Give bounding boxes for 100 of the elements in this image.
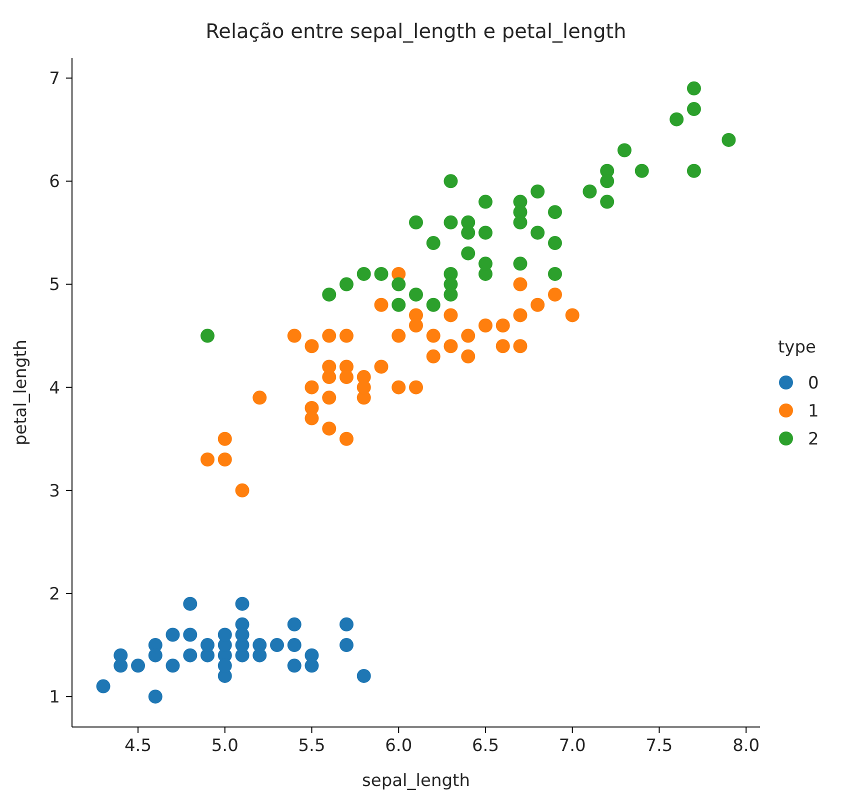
- point: [565, 308, 580, 322]
- point: [530, 226, 545, 240]
- point: [235, 483, 250, 498]
- x-tick-label: 6.5: [472, 736, 500, 756]
- point: [426, 298, 440, 312]
- point: [548, 236, 562, 250]
- point: [356, 266, 371, 281]
- point: [444, 277, 458, 292]
- point: [252, 390, 267, 405]
- y-tick-label: 3: [49, 481, 60, 502]
- point: [444, 339, 458, 354]
- point: [114, 658, 128, 673]
- point: [235, 596, 250, 611]
- point: [340, 617, 354, 632]
- point: [322, 288, 336, 302]
- point: [200, 328, 215, 343]
- point: [340, 638, 354, 652]
- point: [340, 370, 354, 384]
- point: [461, 246, 476, 260]
- point: [356, 380, 371, 394]
- point: [513, 339, 528, 354]
- point: [304, 380, 319, 394]
- point: [287, 658, 302, 673]
- point: [200, 638, 215, 652]
- point: [617, 143, 632, 158]
- point: [600, 194, 614, 209]
- point: [304, 339, 319, 354]
- point: [409, 318, 423, 332]
- point: [513, 215, 528, 230]
- legend-label: 1: [808, 401, 819, 422]
- point: [166, 628, 180, 642]
- point: [392, 298, 406, 312]
- legend-label: 0: [808, 373, 819, 394]
- point: [374, 298, 388, 312]
- point: [322, 390, 336, 405]
- point: [670, 112, 684, 126]
- point: [478, 226, 492, 240]
- point: [218, 628, 232, 642]
- x-tick-label: 7.0: [558, 736, 586, 756]
- y-axis-title: petal_length: [11, 340, 31, 446]
- point: [322, 328, 336, 343]
- point: [530, 184, 545, 198]
- point: [478, 194, 492, 209]
- x-tick-label: 5.0: [211, 736, 238, 756]
- point: [183, 596, 198, 611]
- point: [478, 256, 492, 271]
- point: [686, 81, 701, 96]
- point: [686, 102, 701, 116]
- point: [548, 288, 562, 302]
- point: [148, 648, 162, 662]
- x-axis-title: sepal_length: [362, 771, 470, 791]
- legend-title: type: [778, 338, 816, 358]
- point: [287, 328, 302, 343]
- point: [148, 690, 162, 704]
- y-tick-label: 6: [49, 172, 60, 192]
- chart-title: Relação entre sepal_length e petal_length: [206, 19, 626, 43]
- point: [461, 349, 476, 364]
- point: [392, 380, 406, 394]
- point: [686, 164, 701, 178]
- point: [340, 432, 354, 446]
- point: [409, 215, 423, 230]
- legend-label: 2: [808, 429, 819, 450]
- point: [218, 658, 232, 673]
- point: [444, 174, 458, 188]
- point: [444, 308, 458, 322]
- point: [409, 288, 423, 302]
- point: [478, 318, 492, 332]
- point: [218, 432, 232, 446]
- point: [356, 668, 371, 683]
- point: [392, 277, 406, 292]
- y-tick-label: 2: [49, 584, 60, 604]
- y-tick-label: 7: [49, 69, 60, 90]
- point: [374, 266, 388, 281]
- point: [252, 648, 267, 662]
- point: [496, 318, 510, 332]
- x-tick-label: 8.0: [732, 736, 760, 756]
- point: [270, 638, 284, 652]
- point: [340, 328, 354, 343]
- point: [183, 648, 198, 662]
- y-tick-label: 4: [49, 378, 60, 398]
- point: [322, 422, 336, 436]
- point: [513, 256, 528, 271]
- point: [340, 277, 354, 292]
- point: [548, 205, 562, 220]
- point: [131, 658, 146, 673]
- point: [426, 236, 440, 250]
- point: [722, 132, 736, 147]
- point: [513, 308, 528, 322]
- point: [461, 226, 476, 240]
- point: [287, 617, 302, 632]
- x-tick-label: 7.5: [646, 736, 673, 756]
- point: [461, 328, 476, 343]
- point: [530, 298, 545, 312]
- point: [218, 452, 232, 466]
- point: [582, 184, 597, 198]
- point: [183, 628, 198, 642]
- point: [426, 328, 440, 343]
- point: [496, 339, 510, 354]
- point: [235, 628, 250, 642]
- point: [634, 164, 649, 178]
